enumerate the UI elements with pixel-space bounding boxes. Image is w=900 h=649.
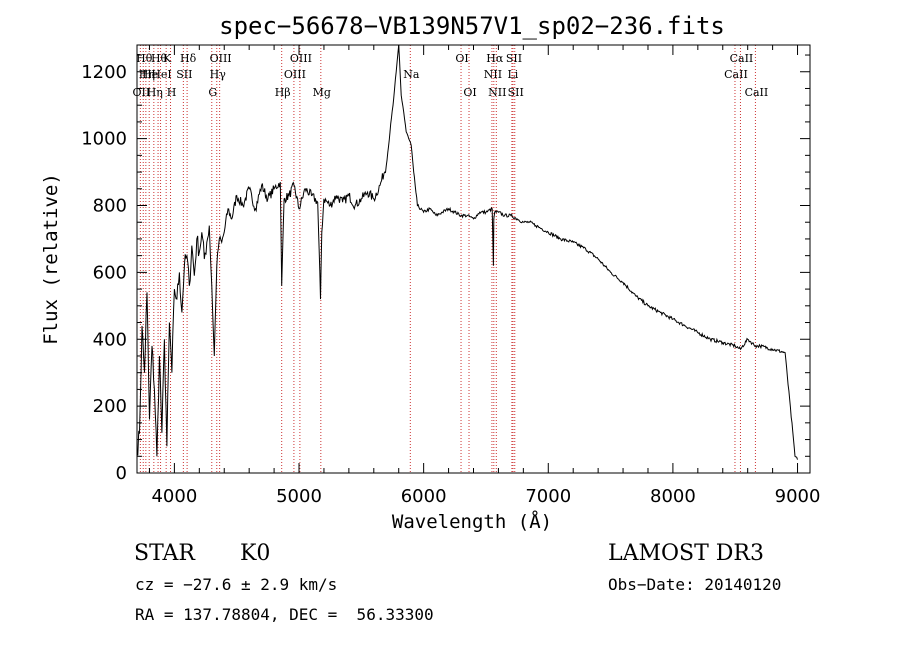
line-marker-label-4: Hη <box>147 86 163 99</box>
x-tick-label: 6000 <box>401 486 447 507</box>
line-marker-label-28: CaII <box>730 52 754 65</box>
line-marker-label-9: SII <box>176 68 192 81</box>
plot-frame <box>136 44 811 474</box>
line-marker-label-13: OIII <box>210 52 232 65</box>
y-tick-label: 600 <box>93 262 127 283</box>
observation-date: Obs−Date: 20140120 <box>608 575 781 594</box>
line-marker-label-12: Hγ <box>210 68 227 81</box>
line-marker-label-27: CaII <box>724 68 748 81</box>
coordinates: RA = 137.78804, DEC = 56.33300 <box>135 605 434 624</box>
x-tick-label: 9000 <box>775 486 821 507</box>
survey-name: LAMOST DR3 <box>608 541 764 566</box>
y-tick-label: 400 <box>93 329 127 350</box>
line-marker-labels: OIIHθHηHeHηHθHeIKHSIIHδGHγOIIIHβOIIIOIII… <box>133 52 769 99</box>
y-tick-label: 0 <box>116 463 127 484</box>
y-tick-label: 800 <box>93 196 127 217</box>
spectrum-line <box>136 44 798 460</box>
line-marker-label-23: NII <box>488 86 506 99</box>
line-marker-label-10: Hδ <box>180 52 197 65</box>
line-marker-label-15: OIII <box>284 68 306 81</box>
line-marker-label-25: SII <box>506 52 522 65</box>
x-axis-label: Wavelength (Å) <box>392 510 552 533</box>
line-marker-label-6: HeI <box>151 68 171 81</box>
line-marker-label-22: Hα <box>486 52 504 65</box>
y-axis: 0 200 400 600 800 1000 1200 <box>81 54 810 484</box>
line-marker-label-18: Na <box>403 68 420 81</box>
x-tick-label: 5000 <box>276 486 322 507</box>
line-marker-label-8: H <box>167 86 177 99</box>
y-tick-label: 1200 <box>81 62 127 83</box>
object-class: STAR <box>134 541 196 566</box>
line-marker-label-26: SII <box>508 86 524 99</box>
y-axis-label: Flux (relative) <box>40 173 62 345</box>
object-subclass: K0 <box>240 541 270 566</box>
line-marker-label-17: Mg <box>313 86 331 99</box>
x-tick-label: 4000 <box>151 486 197 507</box>
line-marker-label-16: OIII <box>290 52 312 65</box>
line-marker-label-14: Hβ <box>275 86 291 99</box>
y-tick-label: 200 <box>93 396 127 417</box>
line-markers <box>139 45 756 473</box>
line-marker-label-24: Li <box>507 68 518 81</box>
redshift-info: cz = −27.6 ± 2.9 km/s <box>135 575 337 594</box>
x-tick-label: 7000 <box>525 486 571 507</box>
line-marker-label-5: Hθ <box>151 52 168 65</box>
x-axis: 4000 5000 6000 7000 8000 9000 <box>148 45 821 507</box>
chart-title: spec−56678−VB139N57V1_sp02−236.fits <box>219 12 725 40</box>
y-tick-label: 1000 <box>81 129 127 150</box>
line-marker-label-19: OI <box>455 52 468 65</box>
x-tick-label: 8000 <box>650 486 696 507</box>
line-marker-label-20: OI <box>463 86 476 99</box>
line-marker-label-11: G <box>208 86 217 99</box>
line-marker-label-7: K <box>163 52 172 65</box>
line-marker-label-21: NII <box>484 68 502 81</box>
line-marker-label-29: CaII <box>745 86 769 99</box>
